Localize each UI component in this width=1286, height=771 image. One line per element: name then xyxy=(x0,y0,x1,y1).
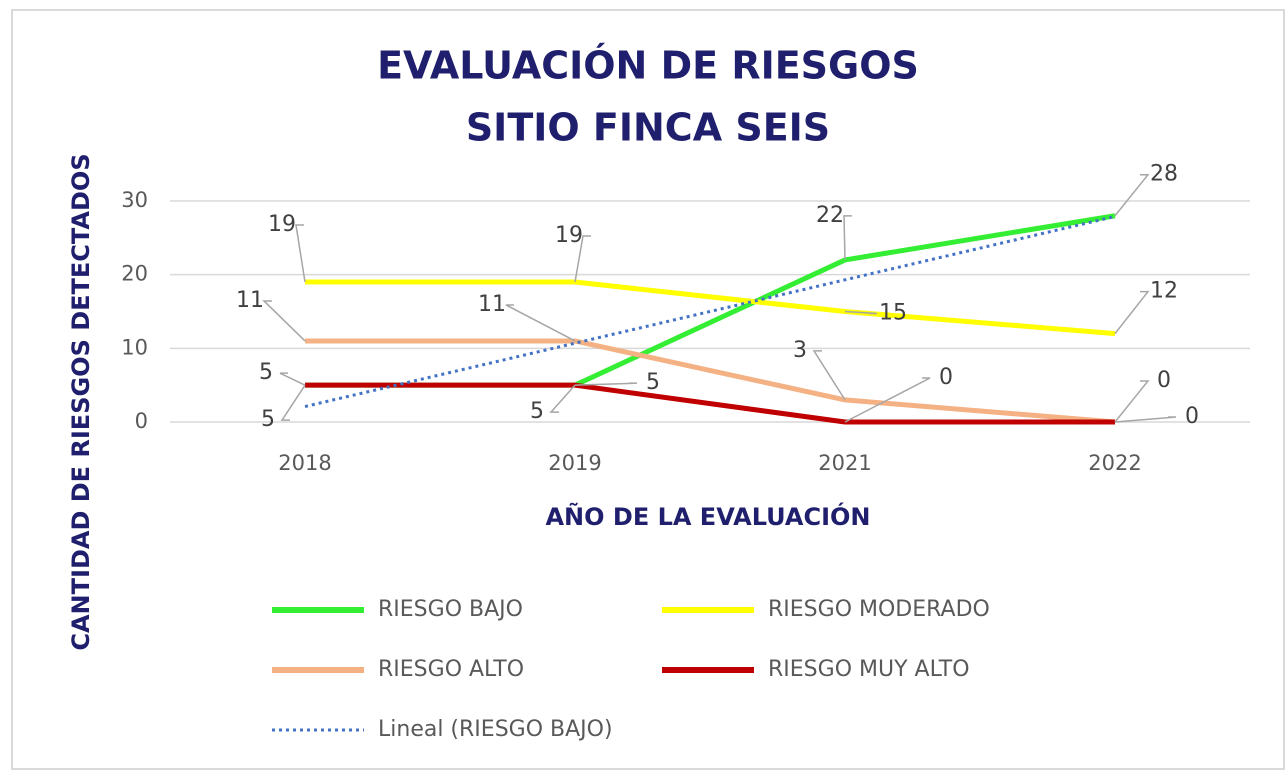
chart-frame xyxy=(11,9,1285,770)
series-line xyxy=(305,338,1116,425)
data-label: 22 xyxy=(816,203,844,228)
leader-line xyxy=(549,384,576,413)
leader-line xyxy=(844,377,931,423)
leader-line xyxy=(295,224,306,283)
leader-line xyxy=(1114,173,1150,217)
leader-line xyxy=(505,304,576,342)
data-label: 15 xyxy=(879,301,907,326)
data-label: 0 xyxy=(1157,368,1171,393)
legend-label: RIESGO MODERADO xyxy=(768,597,990,622)
chart-title: SITIO FINCA SEIS xyxy=(466,106,830,150)
trend-line xyxy=(304,215,1116,408)
x-axis-title: AÑO DE LA EVALUACIÓN xyxy=(545,501,870,531)
leader-line xyxy=(574,235,591,283)
leader-line xyxy=(262,300,306,342)
x-tick-label: 2021 xyxy=(818,451,871,475)
data-label: 0 xyxy=(1185,404,1199,429)
leader-line xyxy=(1114,380,1150,423)
y-tick-label: 10 xyxy=(121,335,148,359)
legend-label: RIESGO MUY ALTO xyxy=(768,657,970,682)
x-tick-label: 2022 xyxy=(1088,451,1141,475)
data-label: 5 xyxy=(530,399,544,424)
x-tick-label: 2018 xyxy=(278,451,331,475)
data-label: 0 xyxy=(939,365,953,390)
data-label: 3 xyxy=(793,338,807,363)
chart-title: EVALUACIÓN DE RIESGOS xyxy=(377,44,919,88)
leader-line xyxy=(1114,416,1177,423)
leader-line xyxy=(812,350,846,401)
series-line xyxy=(305,279,1116,337)
data-label: 5 xyxy=(259,360,273,385)
leader-line xyxy=(280,384,306,421)
y-tick-label: 20 xyxy=(121,262,148,286)
leader-line xyxy=(279,372,306,386)
leader-line xyxy=(844,310,878,315)
x-tick-label: 2019 xyxy=(548,451,601,475)
data-label: 5 xyxy=(646,370,660,395)
leader-line xyxy=(843,215,852,260)
legend-label: RIESGO ALTO xyxy=(378,657,524,682)
y-axis-title: CANTIDAD DE RIESGOS DETECTADOS xyxy=(67,153,95,650)
legend-label: Lineal (RIESGO BAJO) xyxy=(378,717,613,742)
data-label: 11 xyxy=(478,292,506,317)
data-label: 5 xyxy=(261,407,275,432)
legend-label: RIESGO BAJO xyxy=(378,597,523,622)
series-line xyxy=(305,382,1115,425)
data-label: 28 xyxy=(1150,162,1178,187)
leader-line xyxy=(574,382,638,386)
y-tick-label: 30 xyxy=(121,188,148,212)
data-label: 11 xyxy=(236,288,264,313)
data-label: 19 xyxy=(555,223,583,248)
data-label: 19 xyxy=(268,212,296,237)
y-tick-label: 0 xyxy=(135,409,148,433)
leader-line xyxy=(1114,290,1150,335)
data-label: 12 xyxy=(1150,279,1178,304)
